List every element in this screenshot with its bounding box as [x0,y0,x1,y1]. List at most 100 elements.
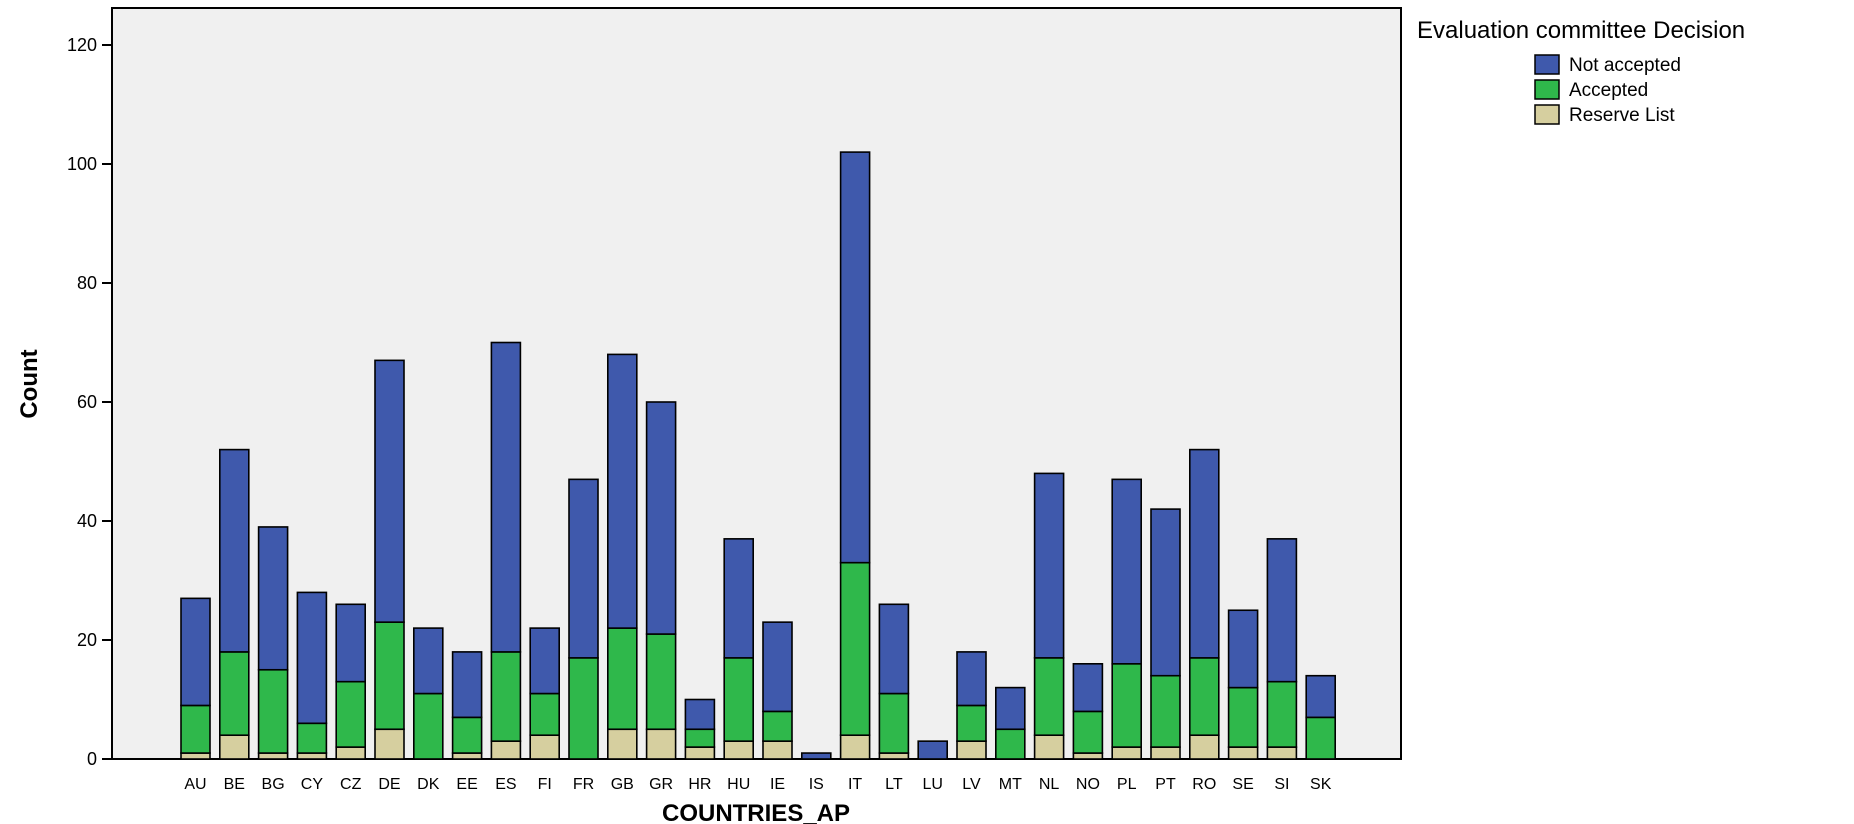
x-tick-label: FI [538,776,552,793]
x-tick-label: GR [649,776,673,793]
bar-segment [296,591,328,725]
bar-segment [1111,662,1142,748]
bar-segment [1266,538,1298,683]
legend: Evaluation committee Decision Not accept… [1417,17,1745,126]
bar-segment [1033,472,1065,659]
bar-segment [1189,448,1220,659]
bar-segment [529,627,561,695]
bar-segment [529,734,561,760]
y-axis: 0 20 40 60 80 100 120 [67,35,112,769]
legend-swatch [1534,104,1560,125]
bar-segment [878,603,910,695]
bar-segment [1305,674,1336,719]
y-tick-label: 120 [67,35,97,55]
legend-swatch [1534,79,1560,100]
bar-segment [723,740,755,760]
legend-label: Reserve List [1569,105,1675,126]
legend-items: Not accepted Accepted Reserve List [1534,54,1681,126]
x-tick-label: PL [1117,776,1137,793]
bar-segment [335,603,367,683]
bar-segment [180,752,211,760]
y-axis-title: Count [16,349,43,418]
bar-segment [490,341,522,653]
bar-segment [800,752,832,760]
x-tick-label: LV [962,776,981,793]
bar-segment [219,734,250,760]
x-tick-label: GB [611,776,634,793]
x-tick-label: HU [727,776,750,793]
bar-segment [994,728,1026,760]
y-tick-label: 80 [77,273,97,293]
x-tick-label: SE [1232,776,1253,793]
bar-segment [257,526,289,671]
bar-segment [335,680,367,748]
x-tick-label: FR [573,776,594,793]
bar-segment [1072,752,1104,760]
x-tick-label: NL [1039,776,1060,793]
bar-segment [606,353,638,629]
bar-segment [762,740,793,760]
x-tick-label: ES [495,776,516,793]
bars-group [180,151,1336,760]
bar-segment [374,621,405,731]
bar-segment [956,651,987,707]
y-tick-label: 40 [77,511,97,531]
x-tick-label: AU [184,776,206,793]
bar-segment [1189,734,1220,760]
bar-segment [1305,716,1336,760]
bar-segment [257,668,289,754]
y-tick-label: 0 [87,749,97,769]
x-tick-label: SK [1310,776,1332,793]
x-axis-title: COUNTRIES_AP [662,800,850,824]
bar-segment [490,740,522,760]
bar-segment [412,627,444,695]
bar-segment [374,728,405,760]
bar-segment [684,698,716,731]
bar-segment [878,692,910,754]
x-tick-label: LU [922,776,942,793]
bar-segment [1227,746,1259,760]
bar-segment [839,151,871,564]
bar-segment [684,746,716,760]
bar-segment [296,722,328,754]
bar-segment [1227,609,1259,689]
bar-segment [451,752,483,760]
legend-label: Not accepted [1569,55,1681,76]
bar-segment [1189,657,1220,736]
bar-segment [606,627,638,731]
bar-segment [1150,508,1181,677]
legend-title: Evaluation committee Decision [1417,17,1745,44]
bar-segment [412,692,444,760]
bar-segment [684,728,716,748]
bar-segment [606,728,638,760]
x-tick-label: BG [262,776,285,793]
bar-segment [878,752,910,760]
bar-segment [1111,478,1142,665]
bar-segment [451,716,483,754]
bar-segment [1033,734,1065,760]
bar-segment [451,651,483,719]
y-tick-label: 20 [77,630,97,650]
bar-segment [296,752,328,760]
x-tick-label: CZ [340,776,362,793]
x-axis: AU BE BG CY CZ DE DK EE ES FI FR GB GR HR HU IE IS IT LT LU… [184,776,1331,793]
x-tick-label: IT [848,776,862,793]
bar-segment [180,597,211,707]
bar-segment [180,704,211,754]
bar-segment [490,651,522,742]
bar-segment [1266,680,1298,748]
bar-segment [956,704,987,742]
bar-segment [1072,710,1104,754]
x-tick-label: BE [224,776,245,793]
bar-segment [917,740,949,760]
x-tick-label: HR [688,776,711,793]
bar-segment [374,359,405,623]
bar-segment [994,686,1026,731]
bar-segment [645,401,677,635]
x-tick-label: RO [1192,776,1216,793]
x-tick-label: EE [456,776,477,793]
bar-segment [762,710,793,742]
bar-segment [723,657,755,742]
x-tick-label: NO [1076,776,1100,793]
